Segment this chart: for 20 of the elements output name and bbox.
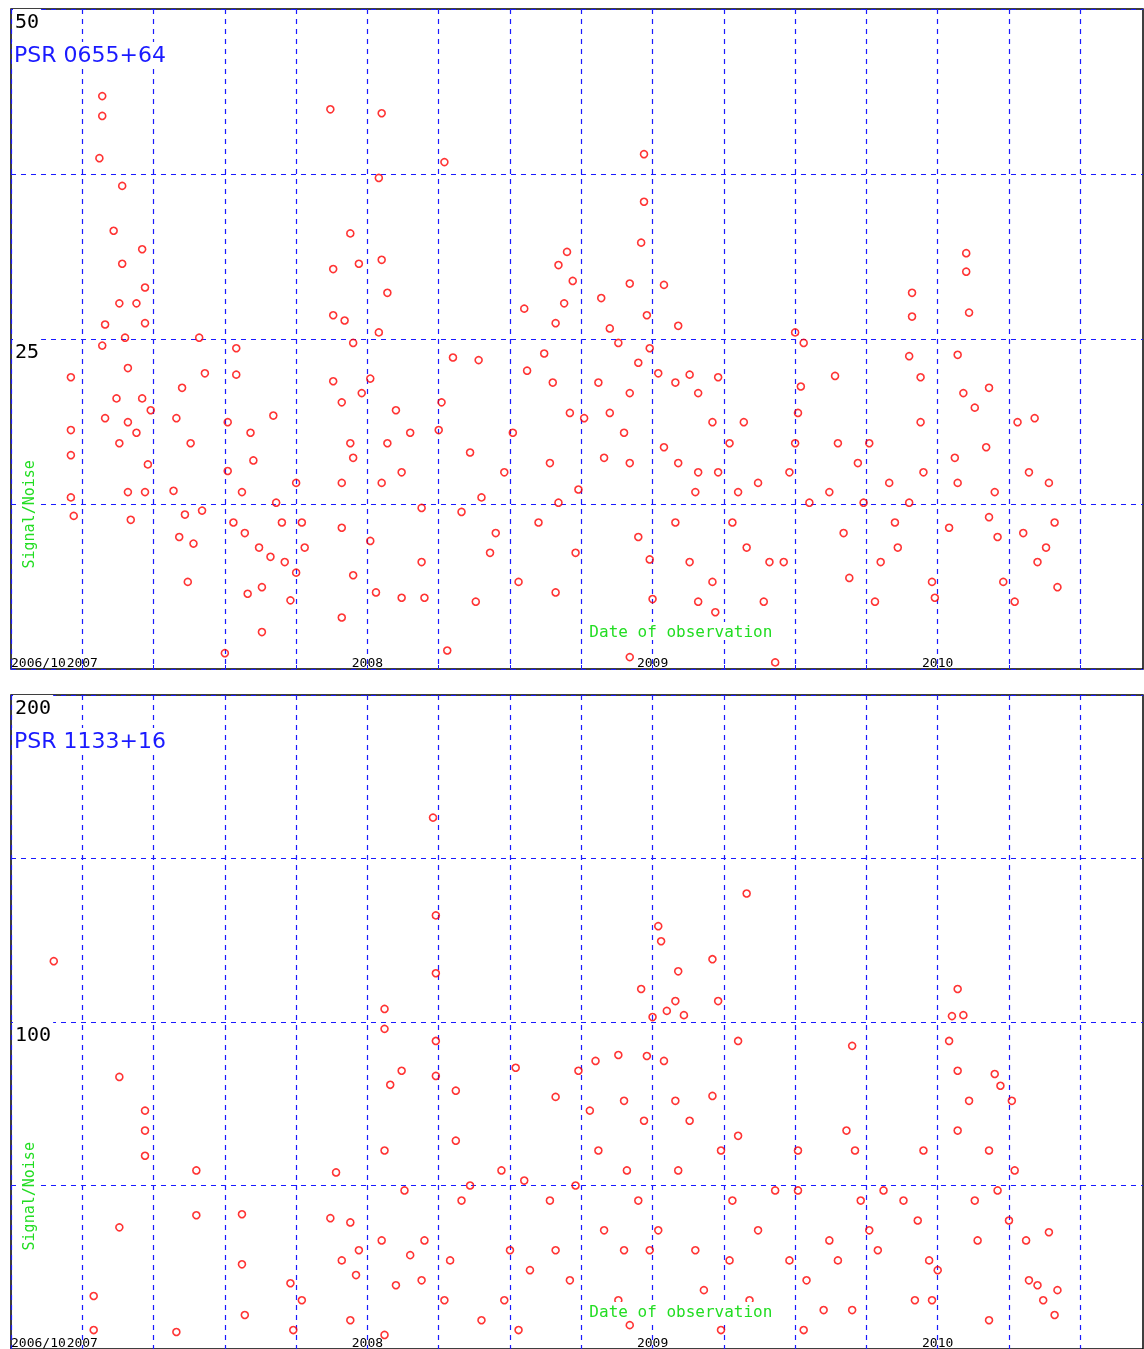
x-axis-title: Date of observation [589,1301,773,1321]
x-tick-label: 2009 [636,1335,669,1349]
y-tick-label: 25 [15,339,40,363]
annotation: PSR 0655+64 [14,41,166,67]
annotation: PSR 1133+16 [14,727,166,753]
y-tick-label: 200 [15,695,52,719]
y-tick-label: 100 [15,1022,52,1046]
x-tick-label: 2009 [636,655,669,670]
x-tick-label: 2008 [351,655,384,670]
x-tick-label: 2007 [66,1335,98,1349]
y-axis-title: Signal/Noise [19,460,38,569]
x-tick-label: 2007 [66,655,98,670]
x-axis-title: Date of observation [589,621,773,641]
x-tick-label: 2006/10 [11,1335,66,1349]
x-tick-label: 2010 [922,655,954,670]
y-tick-label: 50 [15,9,40,33]
x-tick-label: 2006/10 [11,655,66,670]
x-tick-label: 2008 [351,1335,384,1349]
y-axis-title: Signal/Noise [19,1142,38,1251]
x-tick-label: 2010 [922,1335,954,1349]
